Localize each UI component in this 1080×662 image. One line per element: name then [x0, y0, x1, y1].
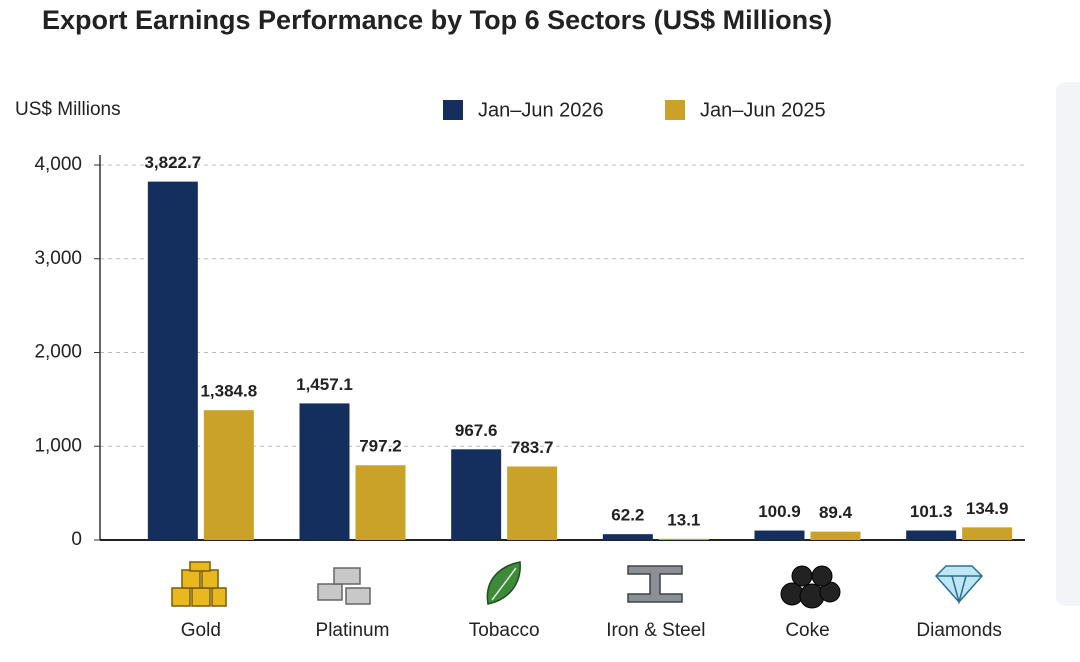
gold-icon	[171, 561, 227, 607]
x-tick-label: Gold	[181, 620, 221, 641]
diamonds-icon	[934, 565, 984, 605]
bar	[203, 410, 254, 540]
x-tick-label: Diamonds	[916, 620, 1002, 641]
bar	[962, 527, 1013, 540]
bar	[147, 181, 198, 540]
value-label: 89.4	[819, 503, 853, 522]
y-tick-label: 1,000	[34, 435, 82, 456]
x-tick-label: Platinum	[316, 620, 390, 641]
legend-swatch	[443, 100, 463, 120]
value-label: 783.7	[511, 438, 554, 457]
coke-icon	[780, 565, 841, 609]
side-panel	[1056, 82, 1080, 606]
value-label: 797.2	[359, 437, 402, 456]
bar	[658, 538, 709, 540]
x-tick-label: Tobacco	[469, 620, 540, 641]
value-label: 100.9	[758, 502, 801, 521]
y-tick-label: 4,000	[34, 154, 82, 175]
legend-label: Jan–Jun 2025	[700, 99, 826, 121]
x-tick-label: Iron & Steel	[606, 620, 705, 641]
platinum-icon	[317, 567, 371, 605]
value-label: 3,822.7	[144, 153, 201, 172]
iron-steel-icon	[627, 565, 683, 603]
bar	[810, 531, 861, 540]
y-tick-label: 3,000	[34, 248, 82, 269]
icons	[171, 561, 984, 609]
bar	[754, 530, 805, 540]
bar	[299, 403, 350, 540]
value-label: 1,457.1	[296, 375, 353, 394]
tobacco-icon	[486, 561, 521, 605]
bar	[451, 449, 502, 540]
value-label: 1,384.8	[200, 382, 257, 401]
y-axis-label: US$ Millions	[15, 99, 121, 120]
value-label: 134.9	[966, 499, 1009, 518]
legend-label: Jan–Jun 2026	[478, 99, 604, 121]
bar	[906, 530, 957, 540]
bar	[507, 466, 558, 540]
value-label: 101.3	[910, 502, 953, 521]
value-label: 967.6	[455, 421, 498, 440]
chart-title: Export Earnings Performance by Top 6 Sec…	[42, 5, 832, 35]
value-label: 13.1	[667, 510, 700, 529]
y-tick-label: 0	[71, 529, 82, 550]
legend-swatch	[665, 100, 685, 120]
value-label: 62.2	[611, 506, 644, 525]
bar	[602, 534, 653, 540]
x-tick-label: Coke	[785, 620, 829, 641]
y-tick-label: 2,000	[34, 342, 82, 363]
bar	[355, 465, 406, 540]
